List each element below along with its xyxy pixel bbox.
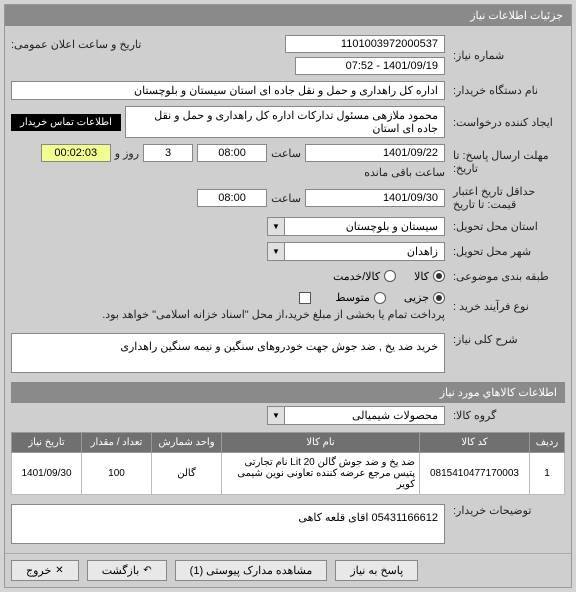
creator-value: محمود ملازهی مسئول تدارکات اداره کل راهد… [125, 106, 445, 138]
exit-label: خروج [26, 564, 51, 577]
countdown: 00:02:03 [41, 144, 111, 162]
city-label: شهر محل تحویل: [445, 245, 565, 258]
th-row: ردیف [530, 433, 565, 453]
back-icon: ↶ [143, 565, 151, 576]
items-table: ردیف کد کالا نام کالا واحد شمارش تعداد /… [11, 432, 565, 495]
respond-label: پاسخ به نیاز [350, 564, 403, 577]
attachments-button[interactable]: مشاهده مدارک پیوستی (1) [175, 560, 328, 581]
payment-checkbox[interactable] [299, 292, 311, 304]
cell-date: 1401/09/30 [12, 453, 82, 495]
radio-kala[interactable]: کالا [414, 270, 445, 283]
th-code: کد کالا [420, 433, 530, 453]
attachments-label: مشاهده مدارک پیوستی (1) [190, 564, 313, 577]
remarks-label: توضیحات خریدار: [445, 504, 565, 517]
days-remaining: 3 [143, 144, 193, 162]
goods-group-label: گروه کالا: [445, 409, 565, 422]
goods-group-combo[interactable]: محصولات شیمیالی ▼ [267, 406, 445, 425]
radio-kala-label: کالا [414, 270, 429, 283]
buyer-org-label: نام دستگاه خریدار: [445, 84, 565, 97]
panel-title: جزئیات اطلاعات نیاز [5, 5, 571, 26]
radio-icon [433, 292, 445, 304]
cell-qty: 100 [82, 453, 152, 495]
days-suffix: روز و [115, 147, 139, 160]
radio-icon [374, 292, 386, 304]
time-label-1: ساعت [271, 147, 301, 160]
req-no-label: شماره نیاز: [445, 49, 565, 62]
payment-note: پرداخت تمام یا بخشی از مبلغ خرید،از محل … [102, 308, 445, 321]
back-label: بازگشت [102, 564, 140, 577]
th-unit: واحد شمارش [152, 433, 222, 453]
time-label-2: ساعت [271, 192, 301, 205]
radio-service[interactable]: کالا/خدمت [333, 270, 396, 283]
validity-date: 1401/09/30 [305, 189, 445, 207]
province-label: استان محل تحویل: [445, 220, 565, 233]
main-panel: جزئیات اطلاعات نیاز شماره نیاز: 11010039… [4, 4, 572, 588]
creator-label: ایجاد کننده درخواست: [445, 116, 565, 129]
purchase-radio-group: جزیی متوسط [335, 291, 445, 304]
chevron-down-icon[interactable]: ▼ [267, 406, 285, 425]
close-icon: ✕ [55, 565, 63, 576]
radio-icon [384, 270, 396, 282]
subject-cat-label: طبقه بندی موضوعی: [445, 270, 565, 283]
cell-row: 1 [530, 453, 565, 495]
radio-medium-label: متوسط [335, 291, 370, 304]
footer-bar: پاسخ به نیاز مشاهده مدارک پیوستی (1) ↶ ب… [5, 553, 571, 587]
cell-code: 0815410477170003 [420, 453, 530, 495]
items-section-bar: اطلاعات کالاهاي مورد نياز [11, 382, 565, 403]
cell-name: ضد یخ و ضد جوش گالن Lit 20 نام تجارتی پت… [222, 453, 420, 495]
th-name: نام کالا [222, 433, 420, 453]
province-combo[interactable]: سیستان و بلوچستان ▼ [267, 217, 445, 236]
announce-label: تاریخ و ساعت اعلان عمومی: [11, 38, 141, 51]
purchase-type-label: نوع فرآیند خرید : [445, 300, 565, 313]
city-combo[interactable]: زاهدان ▼ [267, 242, 445, 261]
validity-label: حداقل تاریخ اعتبار قیمت: تا تاریخ [445, 185, 565, 211]
chevron-down-icon[interactable]: ▼ [267, 242, 285, 261]
req-no-value: 1101003972000537 [285, 35, 445, 53]
province-value: سیستان و بلوچستان [285, 217, 445, 236]
goods-group-value: محصولات شیمیالی [285, 406, 445, 425]
contact-link[interactable]: اطلاعات تماس خریدار [11, 114, 121, 131]
th-qty: تعداد / مقدار [82, 433, 152, 453]
announce-value: 1401/09/19 - 07:52 [295, 57, 445, 75]
subject-radio-group: کالا کالا/خدمت [333, 270, 445, 283]
radio-overall[interactable]: جزیی [404, 291, 445, 304]
table-row[interactable]: 10815410477170003ضد یخ و ضد جوش گالن Lit… [12, 453, 565, 495]
deadline-date: 1401/09/22 [305, 144, 445, 162]
city-value: زاهدان [285, 242, 445, 261]
chevron-down-icon[interactable]: ▼ [267, 217, 285, 236]
radio-medium[interactable]: متوسط [335, 291, 386, 304]
radio-service-label: کالا/خدمت [333, 270, 380, 283]
remarks-value: 05431166612 اقای قلعه کاهی [11, 504, 445, 544]
th-date: تاریخ نیاز [12, 433, 82, 453]
deadline-label: مهلت ارسال پاسخ: تا تاریخ: [445, 149, 565, 175]
countdown-suffix: ساعت باقی مانده [364, 166, 445, 179]
radio-overall-label: جزیی [404, 291, 429, 304]
desc-value: خرید ضد یخ , ضد جوش جهت خودروهای سنگین و… [11, 333, 445, 373]
respond-button[interactable]: پاسخ به نیاز [335, 560, 418, 581]
cell-unit: گالن [152, 453, 222, 495]
deadline-time: 08:00 [197, 144, 267, 162]
validity-time: 08:00 [197, 189, 267, 207]
exit-button[interactable]: ✕ خروج [11, 560, 79, 581]
desc-label: شرح کلی نیاز: [445, 333, 565, 346]
radio-icon [433, 270, 445, 282]
back-button[interactable]: ↶ بازگشت [87, 560, 167, 581]
panel-body: شماره نیاز: 1101003972000537 تاریخ و ساع… [5, 26, 571, 553]
buyer-org-value: اداره کل راهداری و حمل و نقل جاده ای است… [11, 81, 445, 100]
